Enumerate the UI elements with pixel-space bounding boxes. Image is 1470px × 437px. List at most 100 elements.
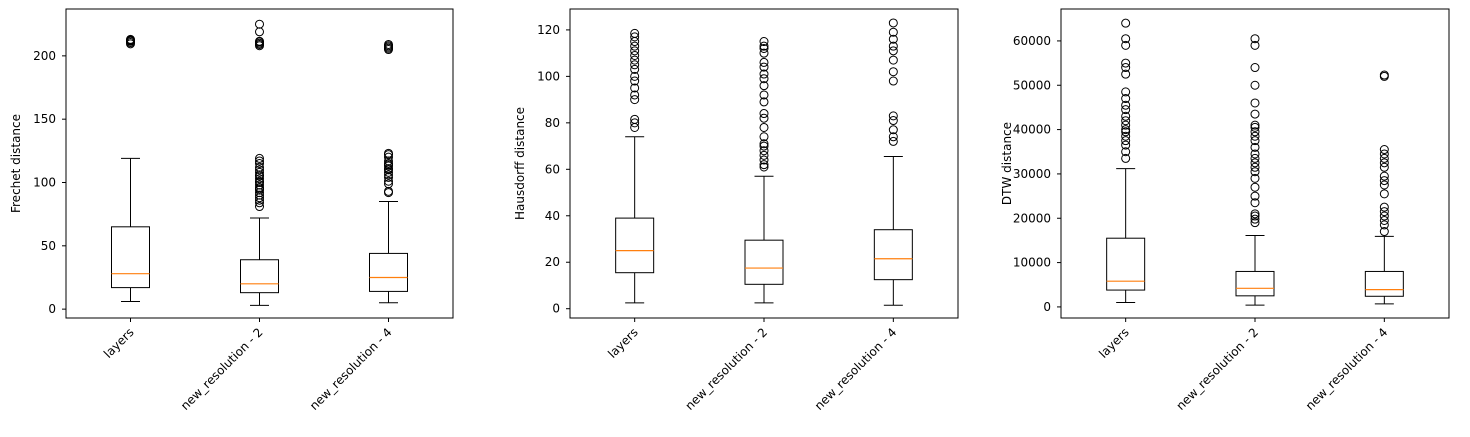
plot-frame: [569, 8, 959, 319]
box-1: [615, 28, 655, 304]
box-iqr: [744, 239, 784, 285]
flier-point: [1379, 171, 1389, 181]
plot-frame: [65, 8, 454, 319]
y-tick-label: 40000: [1013, 123, 1051, 137]
flier-point: [384, 179, 393, 189]
flier-point: [1121, 105, 1131, 115]
box-iqr: [369, 252, 408, 292]
flier-point: [759, 97, 769, 107]
flier-point: [1250, 109, 1260, 119]
box-iqr: [873, 229, 913, 281]
flier-point: [255, 174, 264, 184]
flier-point: [759, 132, 769, 142]
flier-point: [1250, 182, 1260, 192]
flier-point: [255, 27, 264, 37]
flier-point: [255, 165, 264, 175]
y-tick-label: 120: [537, 23, 560, 37]
flier-point: [255, 202, 264, 212]
flier-point: [888, 111, 898, 121]
box-3: [1364, 70, 1404, 305]
flier-point: [759, 43, 769, 53]
flier-point: [255, 167, 264, 177]
y-tick-label: 150: [33, 112, 56, 126]
flier-point: [630, 95, 640, 105]
flier-point: [1379, 207, 1389, 217]
flier-point: [1121, 58, 1131, 68]
flier-point: [1121, 94, 1131, 104]
box-2: [744, 37, 784, 304]
flier-point: [1250, 214, 1260, 224]
flier-point: [888, 76, 898, 86]
flier-point: [1121, 63, 1131, 73]
flier-point: [759, 160, 769, 170]
flier-point: [630, 37, 640, 47]
flier-point: [888, 125, 898, 135]
flier-point: [1379, 202, 1389, 212]
y-tick-label: 0: [1043, 300, 1051, 314]
flier-point: [759, 122, 769, 132]
flier-point: [630, 46, 640, 56]
flier-point: [630, 114, 640, 124]
box-iqr: [1364, 270, 1404, 297]
flier-point: [630, 83, 640, 93]
flier-point: [759, 62, 769, 72]
flier-point: [1121, 125, 1131, 135]
chart-panel-1: 0 50 100 150 200 Frechet distance layers new_re…: [9, 8, 454, 413]
flier-point: [255, 183, 264, 193]
flier-point: [759, 113, 769, 123]
flier-point: [1379, 70, 1389, 80]
flier-point: [630, 64, 640, 74]
flier-point: [1121, 87, 1131, 97]
plot-frame: [1060, 8, 1450, 319]
y-tick-label: 10000: [1013, 256, 1051, 270]
y-tick-label: 40: [545, 209, 560, 223]
y-tick-label: 60: [545, 162, 560, 176]
flier-point: [1121, 40, 1131, 50]
flier-point: [384, 148, 393, 158]
box-1: [111, 34, 150, 303]
chart-panel-2: 0 20 40 60 80 100 120 Hausdorff distance layers n…: [513, 8, 959, 413]
y-axis-label: DTW distance: [1000, 122, 1014, 205]
flier-point: [888, 116, 898, 126]
flier-point: [1379, 211, 1389, 221]
flier-point: [630, 122, 640, 132]
flier-point: [1250, 191, 1260, 201]
flier-point: [888, 132, 898, 142]
x-tick-label: layers: [101, 325, 137, 361]
flier-point: [1250, 98, 1260, 108]
flier-point: [255, 180, 264, 190]
flier-point: [759, 48, 769, 58]
flier-point: [888, 136, 898, 146]
flier-point: [1379, 220, 1389, 230]
flier-point: [1250, 142, 1260, 152]
flier-point: [630, 76, 640, 86]
flier-point: [1121, 147, 1131, 157]
flier-point: [1121, 120, 1131, 130]
flier-point: [759, 90, 769, 100]
x-tick-label: new_resolution - 4: [307, 325, 395, 413]
flier-point: [255, 19, 264, 29]
flier-point: [1250, 198, 1260, 208]
flier-point: [1250, 153, 1260, 163]
flier-point: [630, 71, 640, 81]
box-3: [873, 18, 913, 306]
flier-point: [1121, 100, 1131, 110]
y-tick-label: 200: [33, 49, 56, 63]
flier-point: [1250, 158, 1260, 168]
x-tick-label: new_resolution - 2: [178, 325, 266, 413]
flier-point: [1379, 189, 1389, 199]
flier-point: [1250, 136, 1260, 146]
box-2: [240, 19, 279, 306]
flier-point: [1250, 218, 1260, 228]
flier-point: [384, 176, 393, 186]
flier-point: [255, 159, 264, 168]
flier-point: [888, 41, 898, 51]
box-iqr: [1106, 237, 1146, 291]
flier-point: [630, 32, 640, 42]
flier-point: [1250, 167, 1260, 177]
y-axis-label: Frechet distance: [9, 114, 23, 213]
flier-point: [759, 139, 769, 149]
flier-point: [1121, 153, 1131, 163]
flier-point: [1250, 63, 1260, 73]
